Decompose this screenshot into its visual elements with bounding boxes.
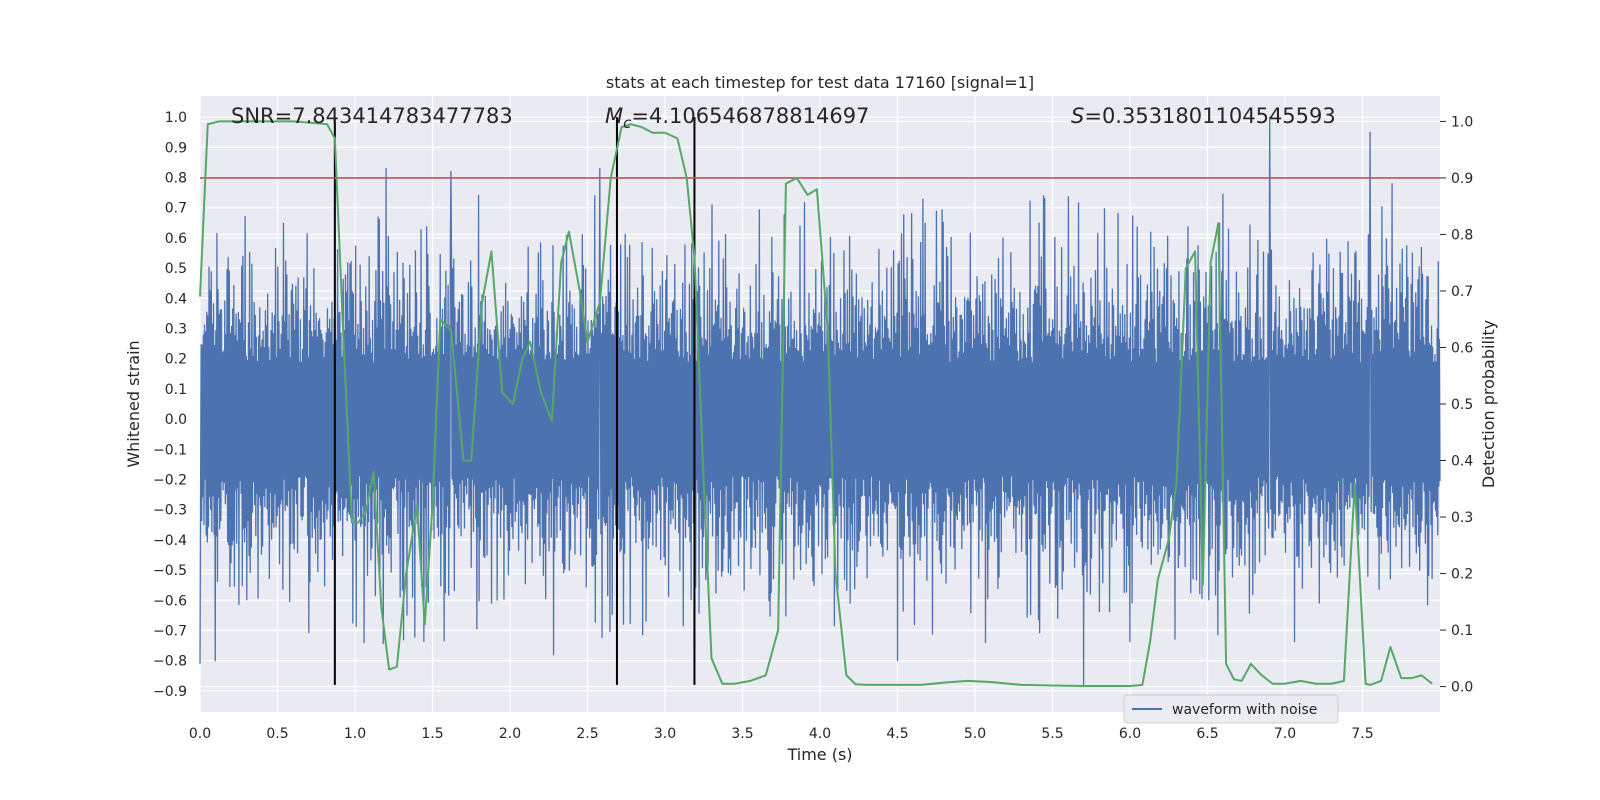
y2-tick-label: 0.5 xyxy=(1451,397,1473,413)
y2-tick-labels: 0.0 0.1 0.2 0.3 0.4 0.5 0.6 0.7 0.8 0.9 1.0 xyxy=(1440,114,1473,696)
y2-tick-label: 0.4 xyxy=(1451,454,1473,470)
legend-label: waveform with noise xyxy=(1172,702,1317,718)
y-tick-label: 0.7 xyxy=(165,201,187,217)
s-value: =0.3531801104545593 xyxy=(1084,104,1335,128)
x-tick-label: 4.0 xyxy=(809,726,831,742)
x-tick-label: 5.5 xyxy=(1041,726,1063,742)
mc-symbol: M xyxy=(605,104,623,128)
x-tick-label: 1.5 xyxy=(421,726,443,742)
y-tick-label: −0.4 xyxy=(153,533,187,549)
y2-axis-label: Detection probability xyxy=(1479,320,1498,488)
x-tick-label: 3.0 xyxy=(654,726,676,742)
y2-tick-label: 0.3 xyxy=(1451,510,1473,526)
y2-tick-label: 0.0 xyxy=(1451,680,1473,696)
y-tick-label: 0.3 xyxy=(165,322,187,338)
waveform-path xyxy=(199,116,1441,686)
y-tick-label: −0.8 xyxy=(153,654,187,670)
y-tick-label: 0.6 xyxy=(165,231,187,247)
y2-tick-label: 0.9 xyxy=(1451,171,1473,187)
y-tick-label: −0.9 xyxy=(153,684,187,700)
x-tick-label: 4.5 xyxy=(886,726,908,742)
x-tick-label: 2.5 xyxy=(576,726,598,742)
x-tick-label: 0.5 xyxy=(266,726,288,742)
mc-value: =4.106546878814697 xyxy=(631,104,869,128)
y-tick-label: 0.0 xyxy=(165,412,187,428)
x-tick-labels: 0.0 0.5 1.0 1.5 2.0 2.5 3.0 3.5 4.0 4.5 5.0 5.5 6.0 6… xyxy=(189,726,1374,742)
x-axis-label: Time (s) xyxy=(786,745,852,764)
legend-box xyxy=(1123,694,1339,724)
y2-tick-label: 0.7 xyxy=(1451,284,1473,300)
vertical-lines xyxy=(333,117,696,685)
x-tick-label: 3.5 xyxy=(731,726,753,742)
y-tick-label: 0.5 xyxy=(165,261,187,277)
s-annotation: S=0.3531801104545593 xyxy=(1071,104,1336,128)
y-tick-label: −0.5 xyxy=(153,563,187,579)
s-symbol: S xyxy=(1071,104,1084,128)
snr-annotation: SNR=7.843414783477783 xyxy=(231,104,513,128)
y-tick-label: −0.1 xyxy=(153,442,187,458)
x-tick-label: 6.5 xyxy=(1196,726,1218,742)
y2-tick-label: 1.0 xyxy=(1451,114,1473,130)
mc-annotation: Mc=4.106546878814697 xyxy=(605,104,869,132)
y-tick-label: 0.4 xyxy=(165,291,187,307)
probability-series xyxy=(199,120,1433,687)
mc-subscript: c xyxy=(623,114,632,132)
y-tick-label: 0.2 xyxy=(165,352,187,368)
y-tick-labels: −0.9 −0.8 −0.7 −0.6 −0.5 −0.4 −0.3 −0.2 −0.1 0.0 0… xyxy=(153,110,187,700)
x-tick-label: 0.0 xyxy=(189,726,211,742)
y-tick-label: 0.9 xyxy=(165,140,187,156)
legend: waveform with noise xyxy=(1123,694,1339,724)
x-tick-label: 2.0 xyxy=(499,726,521,742)
y-tick-label: −0.3 xyxy=(153,503,187,519)
chart-title: stats at each timestep for test data 171… xyxy=(606,73,1034,92)
y2-tick-label: 0.1 xyxy=(1451,623,1473,639)
y2-tick-label: 0.8 xyxy=(1451,227,1473,243)
x-tick-label: 7.0 xyxy=(1274,726,1296,742)
y-tick-label: −0.6 xyxy=(153,593,187,609)
x-tick-label: 1.0 xyxy=(344,726,366,742)
y-tick-label: 1.0 xyxy=(165,110,187,126)
y-tick-label: 0.1 xyxy=(165,382,187,398)
y2-tick-label: 0.2 xyxy=(1451,567,1473,583)
x-tick-label: 6.0 xyxy=(1119,726,1141,742)
y-tick-label: −0.7 xyxy=(153,623,187,639)
y2-tick-label: 0.6 xyxy=(1451,340,1473,356)
y-tick-label: −0.2 xyxy=(153,472,187,488)
x-tick-label: 5.0 xyxy=(964,726,986,742)
waveform-series xyxy=(199,116,1441,686)
x-tick-label: 7.5 xyxy=(1351,726,1373,742)
y-axis-label: Whitened strain xyxy=(124,340,143,467)
y-tick-label: 0.8 xyxy=(165,171,187,187)
